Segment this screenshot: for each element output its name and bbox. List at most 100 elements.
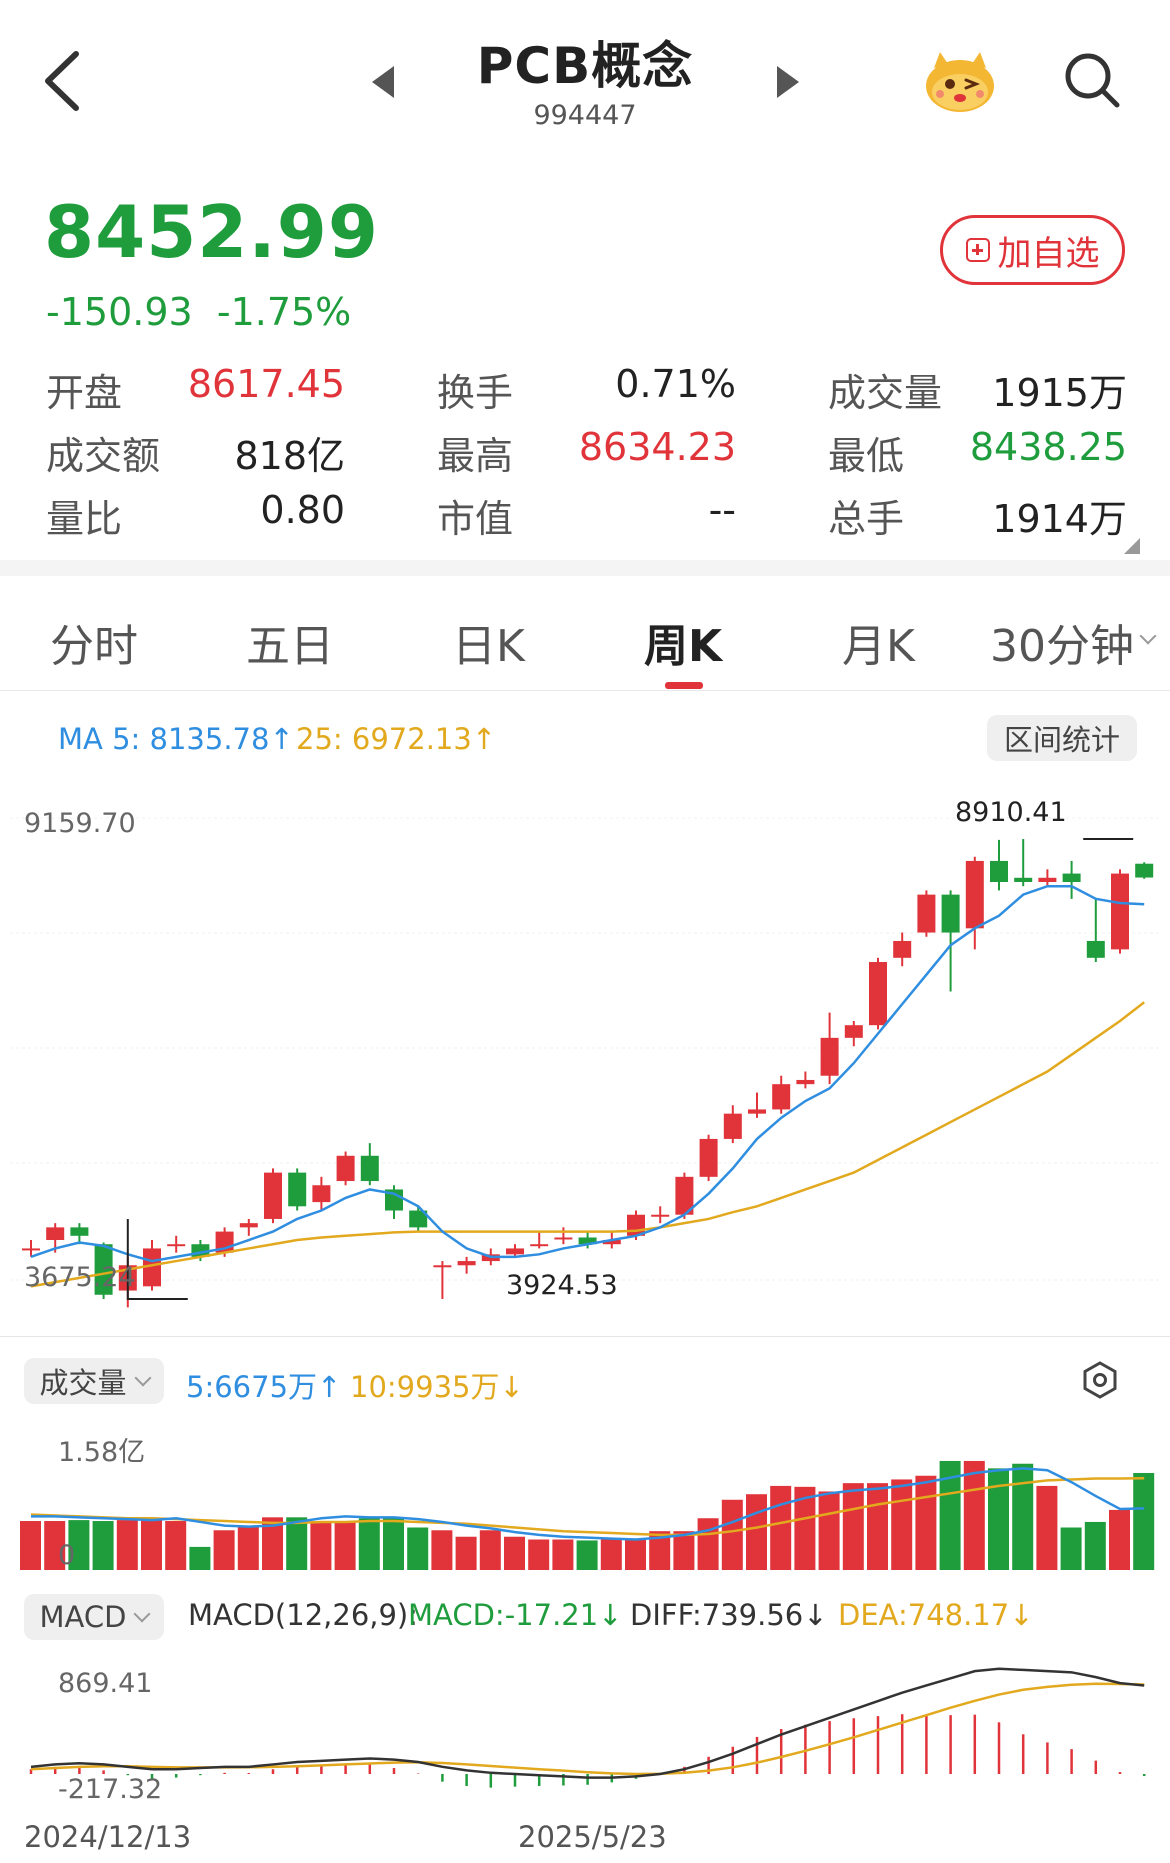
low-marker-line — [126, 1219, 188, 1301]
tab-5[interactable]: 30分钟 — [990, 621, 1134, 672]
mascot-icon[interactable] — [920, 44, 1000, 116]
volume-bar — [92, 1521, 114, 1570]
volume-bar — [576, 1540, 598, 1570]
date-start: 2024/12/13 — [24, 1820, 192, 1854]
add-watchlist-button[interactable]: 加自选 — [940, 215, 1125, 285]
candle-body — [990, 860, 1008, 882]
tab-2[interactable]: 日K — [452, 621, 525, 672]
tab-4[interactable]: 月K — [842, 621, 915, 672]
tabs-divider — [0, 690, 1170, 691]
stat-label: 换手 — [437, 371, 514, 415]
volume-bar — [697, 1518, 719, 1570]
stat-label: 开盘 — [46, 371, 123, 415]
candle-body — [1135, 863, 1154, 878]
volume-bar — [189, 1546, 211, 1570]
stat-value: 818亿 — [234, 434, 345, 478]
prev-triangle-icon[interactable] — [372, 66, 394, 98]
page-title: PCB概念 — [476, 37, 694, 95]
volume-bar — [141, 1518, 162, 1570]
volume-indicator-select[interactable]: 成交量 — [24, 1358, 164, 1404]
volume-bar — [649, 1531, 671, 1570]
volume-bar — [939, 1460, 961, 1570]
stat-value: 8634.23 — [578, 425, 736, 469]
next-triangle-icon[interactable] — [777, 66, 799, 98]
candle-body — [1038, 877, 1057, 882]
dea-value: DEA:748.17↓ — [838, 1598, 1034, 1632]
tab-1[interactable]: 五日 — [246, 621, 334, 672]
macd-chart[interactable] — [0, 1660, 1170, 1810]
volume-bar — [600, 1539, 622, 1570]
volume-bar — [1060, 1527, 1082, 1570]
back-arrow-icon[interactable] — [40, 48, 90, 114]
tab-0[interactable]: 分时 — [50, 621, 138, 672]
kline-axis-top: 9159.70 — [24, 808, 136, 839]
macd-indicator-select[interactable]: MACD — [24, 1594, 164, 1640]
candle-body — [796, 1079, 815, 1085]
macd-label: MACD — [39, 1600, 127, 1634]
ma5-line — [30, 884, 1145, 1263]
stat-label: 成交量 — [828, 371, 943, 415]
price-change: -150.93 -1.75% — [46, 290, 351, 334]
volume-bar — [794, 1486, 816, 1570]
volume-axis-top: 1.58亿 — [58, 1437, 146, 1468]
kline-chart[interactable] — [0, 780, 1170, 1320]
settings-hexagon-icon[interactable] — [1080, 1360, 1120, 1400]
candle-body — [360, 1155, 379, 1182]
stat-value: 1914万 — [992, 497, 1127, 541]
macd-params: MACD(12,26,9): — [188, 1598, 419, 1632]
candle-body — [94, 1244, 113, 1295]
volume-ma5-legend: 5:6675万↑ — [186, 1370, 342, 1404]
volume-bar — [20, 1521, 41, 1570]
volume-bar — [407, 1527, 429, 1570]
chevron-down-icon — [133, 1605, 151, 1623]
candle-body — [1111, 873, 1129, 950]
volume-bar — [721, 1499, 743, 1570]
tab-3[interactable]: 周K — [644, 621, 723, 672]
candle-body — [530, 1244, 549, 1247]
kline-high-mark: 8910.41 — [955, 797, 1067, 828]
expand-corner-icon[interactable] — [1124, 538, 1140, 554]
kline-axis-bottom: 3675.24 — [24, 1262, 136, 1293]
candle-body — [965, 860, 984, 929]
volume-bar — [746, 1494, 767, 1570]
candle-body — [772, 1084, 791, 1110]
volume-bar — [1036, 1485, 1058, 1570]
volume-bar — [1084, 1521, 1106, 1570]
volume-bar — [915, 1475, 937, 1570]
volume-bar — [818, 1491, 840, 1570]
volume-chart[interactable] — [0, 1420, 1170, 1572]
active-tab-indicator — [665, 682, 703, 689]
stat-value: 0.71% — [615, 362, 736, 406]
candle-body — [167, 1244, 186, 1247]
ma25-legend: 25: 6972.13↑ — [296, 722, 497, 756]
search-icon[interactable] — [1062, 50, 1122, 110]
candle-body — [1086, 940, 1105, 958]
stat-label: 成交额 — [46, 434, 161, 478]
volume-bar — [552, 1539, 574, 1570]
volume-bar — [358, 1518, 380, 1570]
volume-bar — [334, 1521, 356, 1570]
candle-body — [239, 1223, 258, 1228]
stat-value: 0.80 — [260, 488, 345, 532]
volume-bar — [770, 1485, 792, 1570]
candle-body — [22, 1248, 40, 1251]
candle-body — [312, 1185, 331, 1203]
volume-bar — [213, 1530, 235, 1570]
candle-body — [893, 940, 912, 958]
candle-body — [143, 1248, 161, 1287]
macd-axis-top: 869.41 — [58, 1668, 153, 1699]
volume-bar — [286, 1517, 308, 1570]
change-value: -150.93 — [46, 290, 193, 334]
volume-axis-bottom: 0 — [58, 1540, 76, 1571]
volume-bar — [1012, 1463, 1034, 1570]
candle-body — [675, 1176, 694, 1215]
chart-divider — [0, 1336, 1170, 1337]
ma5-legend: MA 5: 8135.78↑ — [58, 722, 294, 756]
dea-line — [30, 1682, 1145, 1776]
range-stats-button[interactable]: 区间统计 — [987, 715, 1137, 761]
volume-bar — [44, 1521, 66, 1570]
chevron-down-icon[interactable] — [1139, 627, 1157, 645]
candle-body — [1062, 873, 1081, 882]
date-mid: 2025/5/23 — [518, 1820, 667, 1854]
candle-body — [70, 1227, 89, 1236]
